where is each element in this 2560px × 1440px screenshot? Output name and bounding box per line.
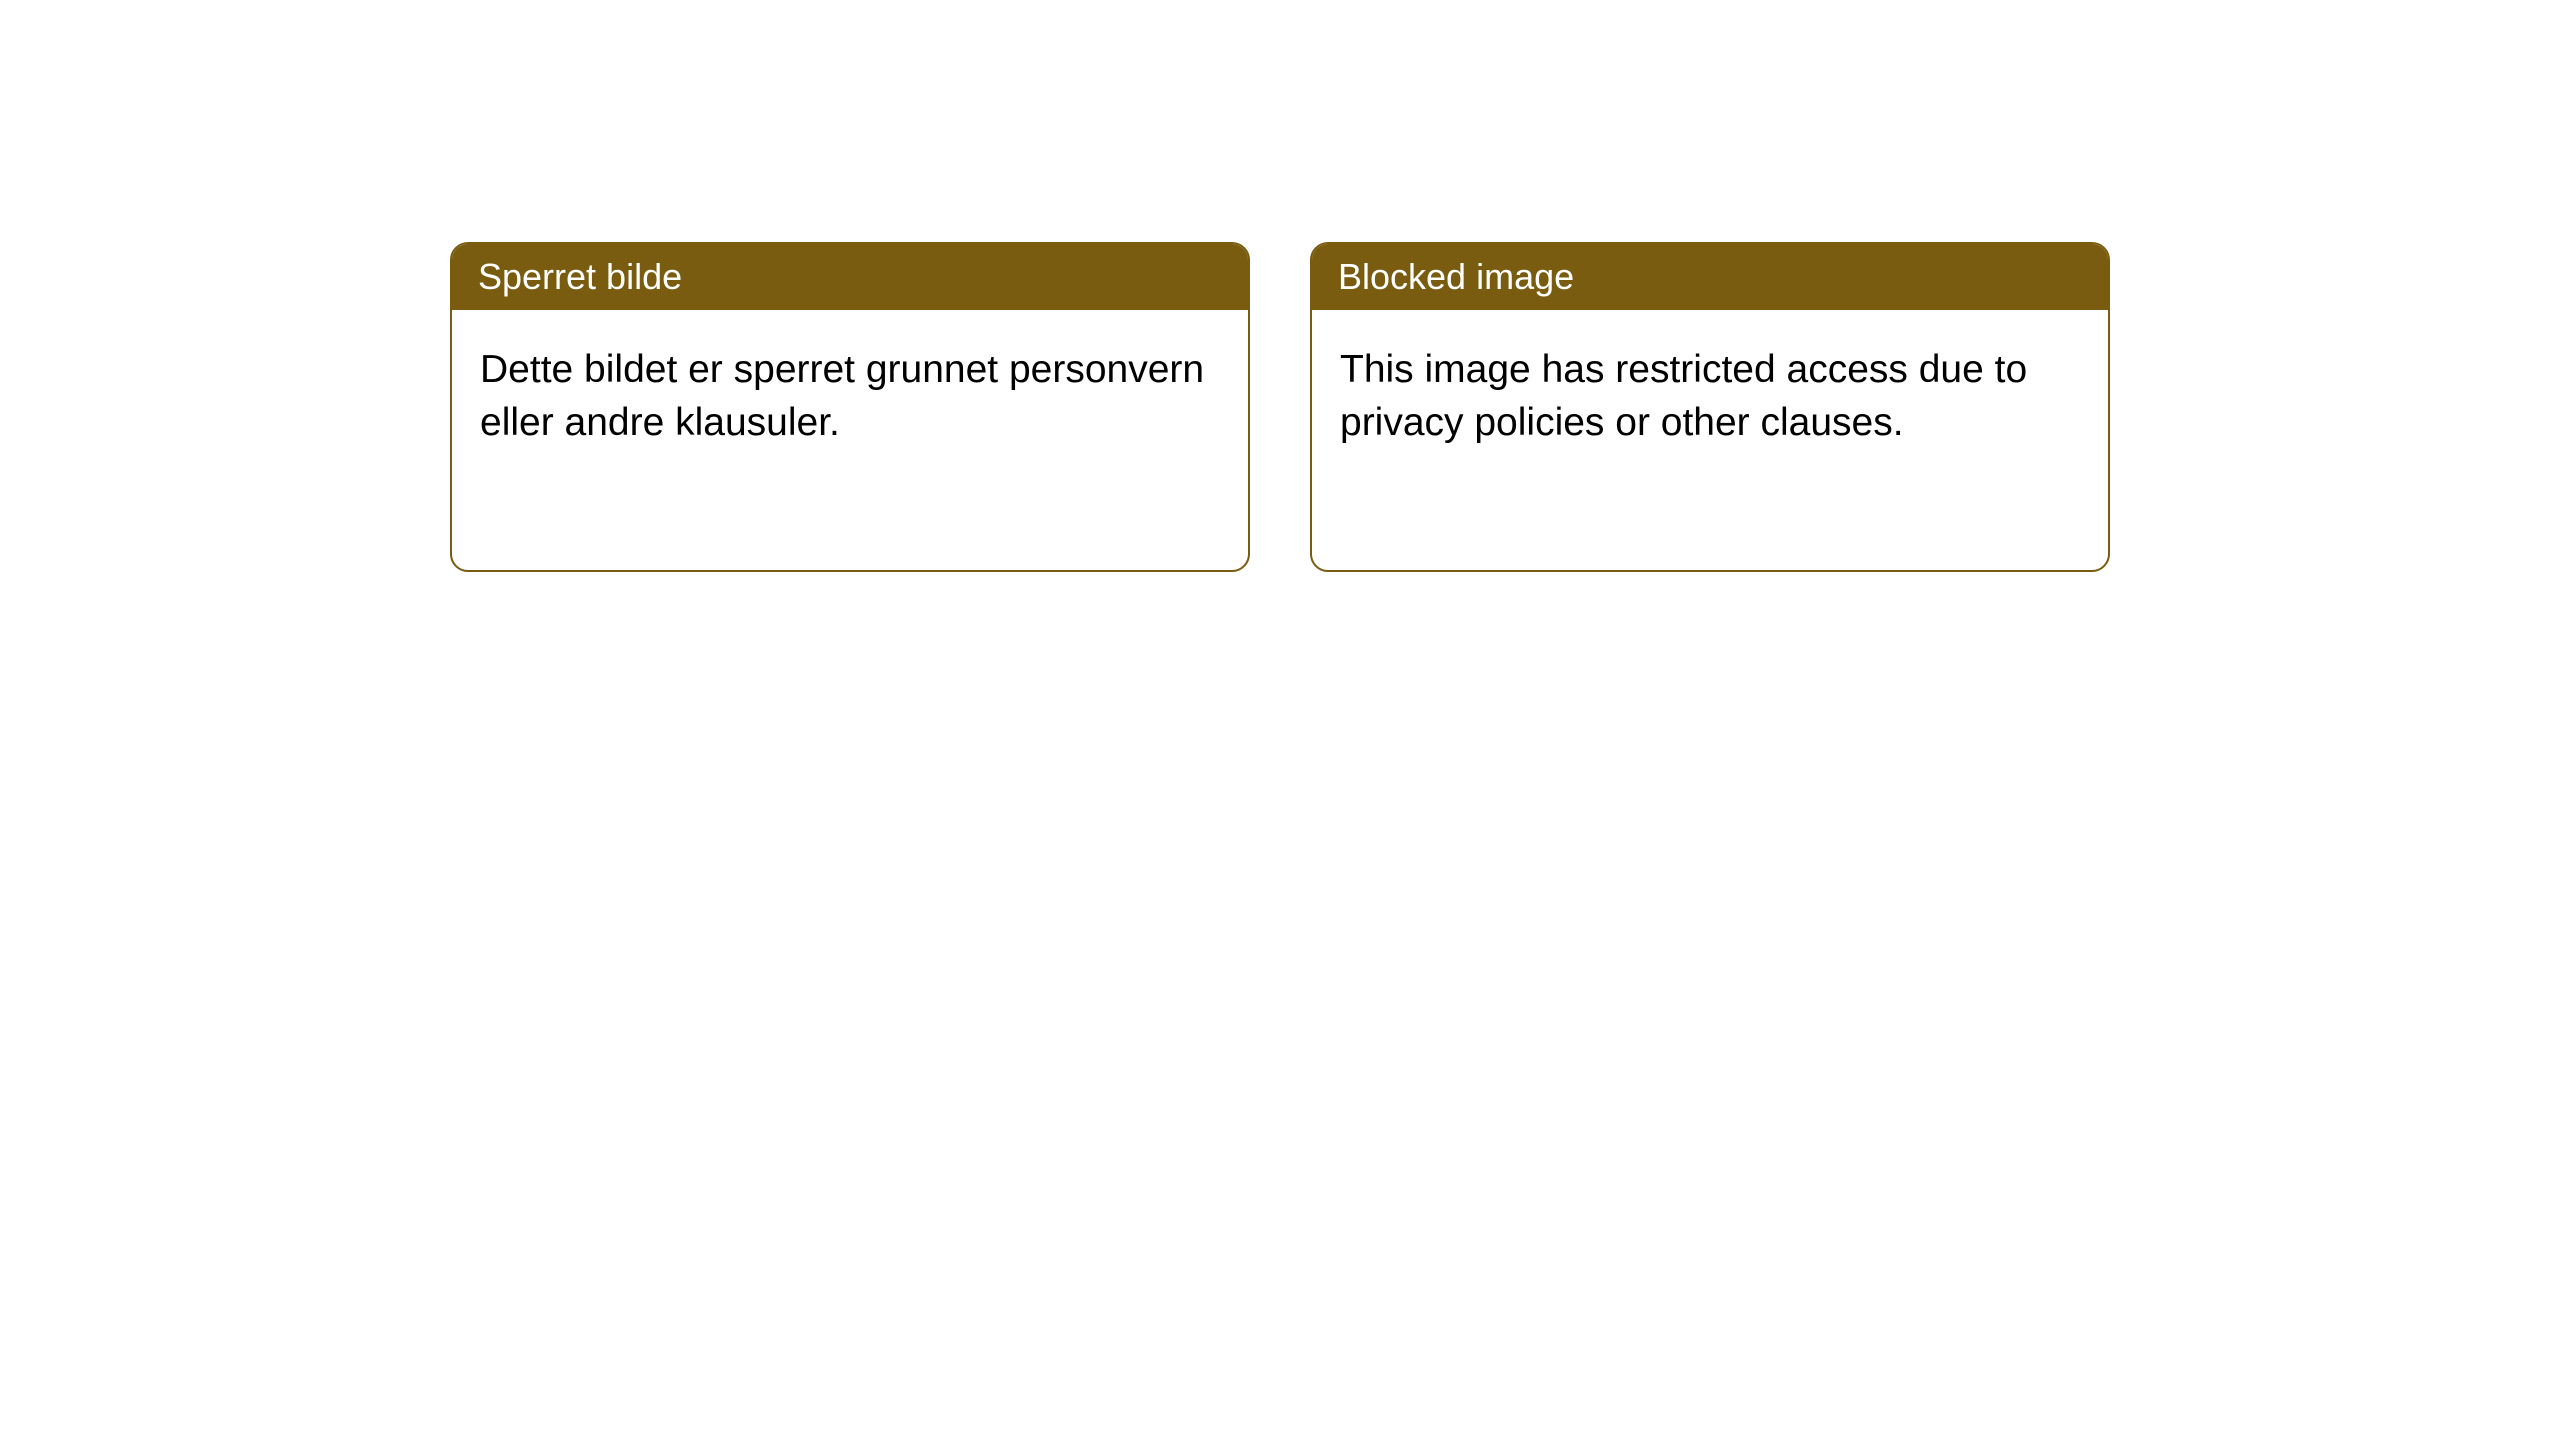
notice-body-text: This image has restricted access due to … xyxy=(1340,348,2027,444)
notices-container: Sperret bilde Dette bildet er sperret gr… xyxy=(0,0,2560,572)
notice-box-norwegian: Sperret bilde Dette bildet er sperret gr… xyxy=(450,242,1250,572)
notice-body-text: Dette bildet er sperret grunnet personve… xyxy=(480,348,1204,444)
notice-body: Dette bildet er sperret grunnet personve… xyxy=(452,310,1248,483)
notice-box-english: Blocked image This image has restricted … xyxy=(1310,242,2110,572)
notice-header: Sperret bilde xyxy=(452,244,1248,310)
notice-body: This image has restricted access due to … xyxy=(1312,310,2108,483)
notice-header-text: Sperret bilde xyxy=(478,256,682,297)
notice-header: Blocked image xyxy=(1312,244,2108,310)
notice-header-text: Blocked image xyxy=(1338,256,1574,297)
